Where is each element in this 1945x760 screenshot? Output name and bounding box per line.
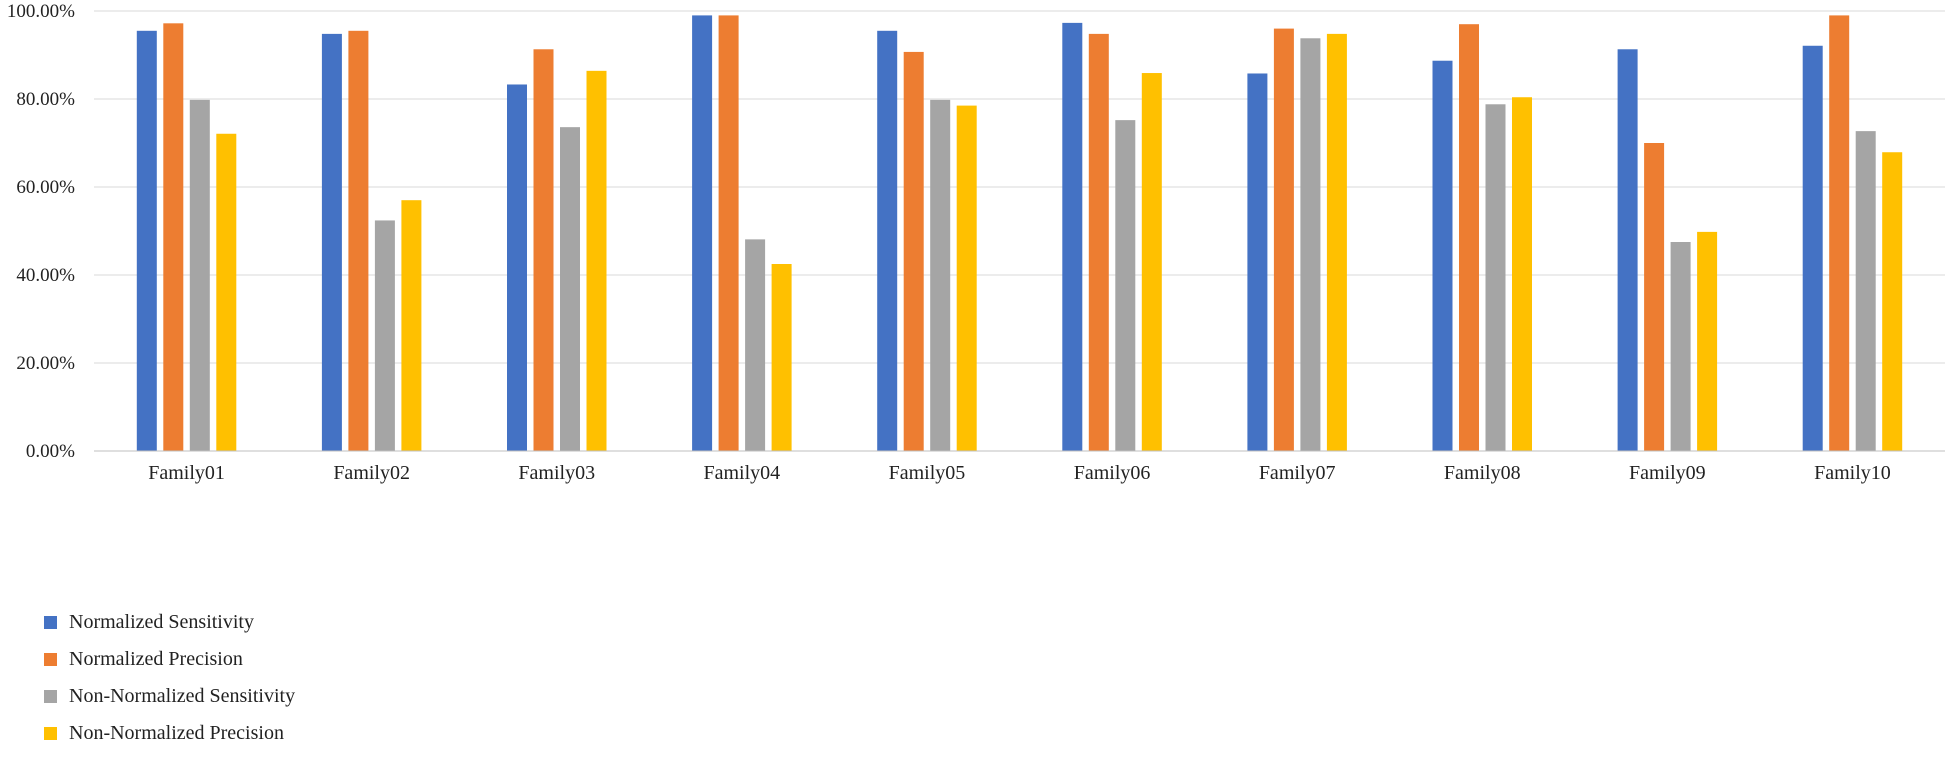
bar-family06-series-2	[1115, 120, 1136, 452]
bar-family02-series-1	[348, 30, 369, 452]
legend-item-normalized-precision: Normalized Precision	[44, 641, 295, 678]
x-category-label: Family06	[1074, 462, 1151, 484]
bar-family10-series-3	[1882, 152, 1903, 452]
x-category-label: Family02	[333, 462, 410, 484]
bar-family02-series-0	[321, 33, 342, 451]
legend-label: Non-Normalized Sensitivity	[69, 685, 296, 707]
legend-item-non-normalized-sensitivity: Non-Normalized Sensitivity	[44, 678, 295, 715]
bar-family01-series-3	[216, 133, 237, 451]
bar-family07-series-1	[1273, 28, 1294, 451]
legend-swatch	[44, 653, 57, 666]
gridlines	[94, 10, 1945, 364]
bar-family09-series-1	[1644, 143, 1665, 451]
legend-swatch	[44, 727, 57, 740]
bar-family08-series-1	[1459, 24, 1479, 451]
bar-family01-series-0	[136, 30, 157, 452]
x-category-label: Family04	[704, 462, 781, 484]
bar-family07-series-0	[1247, 73, 1268, 451]
bar-chart: 0.00% 20.00% 40.00% 60.00% 80.00% 100.00% Fam…	[7, 1, 1945, 484]
x-category-label: Family09	[1629, 462, 1706, 484]
bar-family06-series-3	[1141, 73, 1162, 451]
bar-family10-series-1	[1829, 15, 1850, 452]
legend-swatch	[44, 616, 57, 629]
bar-family09-series-0	[1617, 49, 1638, 451]
bars	[136, 15, 1903, 452]
y-tick-label: 100.00%	[7, 1, 75, 22]
x-axis-category-labels: Family01 Family02 Family03 Family04 Family05…	[148, 462, 1891, 484]
x-category-label: Family08	[1444, 462, 1521, 484]
x-category-label: Family10	[1814, 462, 1891, 484]
x-category-label: Family03	[518, 462, 595, 484]
bar-family04-series-2	[745, 239, 766, 451]
y-tick-label: 80.00%	[16, 89, 75, 110]
legend-item-non-normalized-precision: Non-Normalized Precision	[44, 715, 295, 752]
x-category-label: Family07	[1259, 462, 1336, 484]
bar-family06-series-0	[1062, 22, 1083, 451]
legend-swatch	[44, 690, 57, 703]
y-tick-label: 0.00%	[26, 441, 75, 462]
x-category-label: Family05	[889, 462, 966, 484]
bar-family05-series-3	[956, 105, 977, 451]
bar-family04-series-1	[718, 15, 739, 452]
bar-family06-series-1	[1088, 33, 1109, 451]
bar-family05-series-0	[877, 30, 898, 452]
bar-family05-series-2	[930, 99, 951, 451]
bar-family03-series-3	[586, 70, 607, 451]
bar-family03-series-0	[507, 84, 527, 451]
y-tick-label: 20.00%	[16, 353, 75, 374]
y-tick-label: 60.00%	[16, 177, 75, 198]
legend-label: Non-Normalized Precision	[69, 722, 284, 744]
bar-family04-series-3	[771, 264, 792, 451]
bar-family07-series-2	[1300, 38, 1321, 451]
bar-family01-series-1	[163, 23, 184, 451]
legend: Normalized Sensitivity Normalized Precis…	[44, 604, 295, 752]
bar-family10-series-0	[1802, 45, 1823, 451]
bar-family02-series-2	[374, 220, 395, 451]
bar-family09-series-2	[1670, 242, 1691, 451]
y-axis-tick-labels: 0.00% 20.00% 40.00% 60.00% 80.00% 100.00%	[7, 1, 75, 462]
bar-family08-series-2	[1485, 104, 1506, 451]
legend-label: Normalized Precision	[69, 648, 243, 670]
legend-item-normalized-sensitivity: Normalized Sensitivity	[44, 604, 295, 641]
bar-family05-series-1	[903, 51, 924, 452]
bar-family10-series-2	[1855, 131, 1876, 451]
bar-family03-series-1	[533, 49, 554, 451]
bar-family04-series-0	[692, 15, 713, 452]
x-category-label: Family01	[148, 462, 225, 484]
bar-family07-series-3	[1326, 33, 1347, 451]
bar-family08-series-3	[1512, 97, 1532, 452]
bar-family01-series-2	[189, 99, 210, 451]
bar-family03-series-2	[560, 127, 580, 451]
bar-family02-series-3	[401, 200, 422, 451]
legend-label: Normalized Sensitivity	[69, 611, 254, 633]
bar-family08-series-0	[1432, 60, 1453, 451]
y-tick-label: 40.00%	[16, 265, 75, 286]
bar-family09-series-3	[1697, 231, 1718, 451]
